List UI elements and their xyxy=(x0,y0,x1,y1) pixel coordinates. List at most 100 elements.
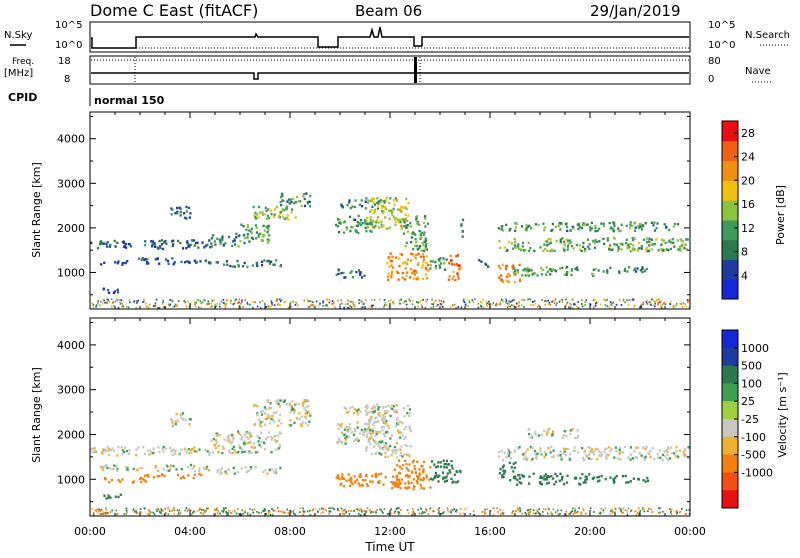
power-cell-22 xyxy=(567,243,570,246)
power-cell-14 xyxy=(382,224,385,227)
velocity-cell-10 xyxy=(349,406,352,410)
power-cell-24 xyxy=(550,269,553,273)
velocity-clutter-cell xyxy=(321,507,323,510)
velocity-clutter-cell xyxy=(192,510,195,513)
power-cell-23 xyxy=(634,229,637,232)
power-cell-22 xyxy=(549,241,552,244)
velocity-cell-17 xyxy=(546,433,549,436)
power-cell-10 xyxy=(297,200,300,203)
velocity-cell-0 xyxy=(170,449,173,452)
power-clutter-cell xyxy=(400,298,402,301)
velocity-clutter-cell xyxy=(302,511,305,514)
power-clutter-cell xyxy=(615,303,618,306)
velocity-cell-8 xyxy=(301,421,304,424)
power-cell-16 xyxy=(425,242,428,246)
velocity-clutter-cell xyxy=(580,513,583,516)
velocity-cell-12 xyxy=(390,404,393,407)
velocity-cell-16 xyxy=(573,449,576,453)
power-cell-24 xyxy=(592,274,595,278)
power-cell-15 xyxy=(409,276,412,279)
velocity-cell-17 xyxy=(564,430,567,433)
velocity-clutter-cell xyxy=(598,512,600,515)
power-clutter-cell xyxy=(620,304,623,306)
power-cell-12 xyxy=(337,272,340,276)
freq-tick-low: 8 xyxy=(64,74,70,85)
velocity-cell-0 xyxy=(123,446,127,450)
velocity-cell-12 xyxy=(395,424,398,428)
velocity-clutter-cell xyxy=(394,510,396,513)
power-cell-22 xyxy=(546,244,549,247)
velocity-cell-12 xyxy=(384,455,387,459)
power-cell-22 xyxy=(586,245,589,249)
velocity-cell-0 xyxy=(151,451,155,455)
velocity-cell-8 xyxy=(259,424,262,427)
velocity-cell-0 xyxy=(102,452,105,455)
velocity-cell-13 xyxy=(405,463,408,466)
power-cell-25 xyxy=(643,269,647,273)
velocity-cell-16 xyxy=(605,453,608,456)
power-clutter-cell xyxy=(592,299,595,302)
velocity-cell-12 xyxy=(389,444,392,448)
power-cell-12 xyxy=(355,270,358,274)
velocity-clutter-cell xyxy=(527,511,530,514)
velocity-cell-13 xyxy=(420,464,423,468)
power-clutter-cell xyxy=(117,306,120,309)
velocity-cell-18 xyxy=(521,475,525,478)
power-cell-15 xyxy=(392,266,395,269)
power-clutter-cell xyxy=(264,302,266,305)
power-cell-21 xyxy=(505,279,508,282)
power-cell-22 xyxy=(662,248,665,252)
velocity-cell-0 xyxy=(161,448,164,451)
power-cell-22 xyxy=(633,248,636,251)
power-clutter-cell xyxy=(408,298,410,301)
velocity-cell-8 xyxy=(289,424,292,427)
velocity-cell-14 xyxy=(433,477,436,480)
power-cell-22 xyxy=(547,238,550,241)
power-cell-22 xyxy=(507,240,511,244)
velocity-clutter-cell xyxy=(670,513,673,515)
velocity-cell-19 xyxy=(621,474,625,478)
velocity-clutter-cell xyxy=(619,508,622,511)
power-clutter-cell xyxy=(215,305,218,308)
velocity-cell-12 xyxy=(397,429,400,432)
power-cell-22 xyxy=(586,238,589,241)
power-cell-22 xyxy=(598,240,601,243)
power-cell-2 xyxy=(107,291,111,294)
power-clutter-cell xyxy=(548,301,551,304)
power-clutter-cell xyxy=(290,305,292,308)
velocity-cell-17 xyxy=(540,433,543,436)
power-cell-5 xyxy=(183,212,186,215)
velocity-cell-13 xyxy=(406,473,409,477)
power-clutter-cell xyxy=(628,299,630,302)
velocity-cell-11 xyxy=(335,476,338,479)
power-cell-10 xyxy=(290,200,293,204)
power-cell-14 xyxy=(393,217,396,220)
velocity-cell-11 xyxy=(374,474,377,477)
velocity-cell-10 xyxy=(347,410,350,413)
power-clutter-cell xyxy=(547,303,550,305)
velocity-cell-16 xyxy=(640,454,643,457)
velocity-cell-12 xyxy=(408,428,411,431)
power-cell-15 xyxy=(411,271,414,275)
velocity-clutter-cell xyxy=(669,511,672,513)
velocity-cell-16 xyxy=(600,453,604,456)
power-cell-25 xyxy=(635,270,638,273)
power-clutter-cell xyxy=(571,298,573,301)
velocity-cell-0 xyxy=(162,445,165,449)
power-cell-22 xyxy=(520,248,523,251)
velocity-clutter-cell xyxy=(533,512,535,515)
velocity-cell-6 xyxy=(277,447,280,450)
velocity-cell-16 xyxy=(666,450,669,454)
velocity-clutter-cell xyxy=(123,513,125,515)
power-cell-22 xyxy=(580,249,583,253)
power-cell-22 xyxy=(680,239,684,243)
power-clutter-cell xyxy=(463,298,465,301)
power-clutter-cell xyxy=(477,306,480,309)
velocity-clutter-cell xyxy=(574,511,576,513)
power-cell-3 xyxy=(195,241,198,245)
velocity-cell-18 xyxy=(558,479,561,482)
velocity-cell-4 xyxy=(161,473,164,477)
power-cell-22 xyxy=(679,247,682,250)
velocity-cell-8 xyxy=(292,408,295,411)
power-clutter-cell xyxy=(405,300,407,303)
